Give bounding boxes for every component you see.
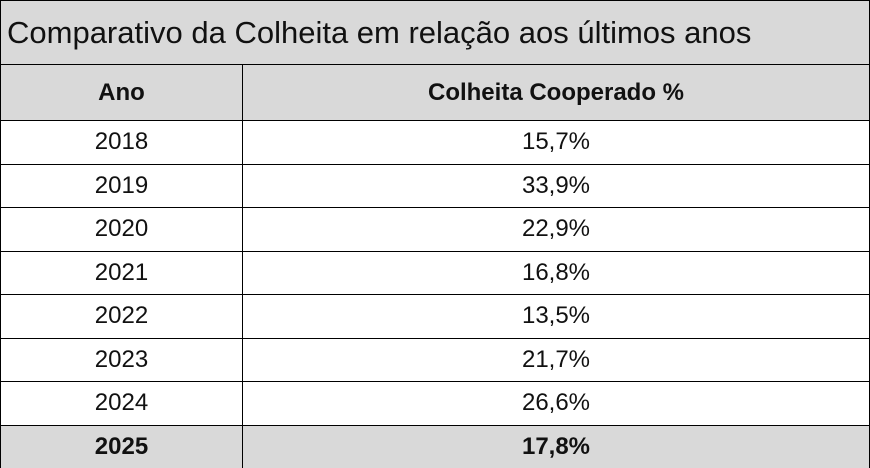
- table-body: 2018 15,7% 2019 33,9% 2020 22,9% 2021 16,8% 2022…: [1, 120, 869, 468]
- table-row: 2024 26,6%: [1, 381, 869, 426]
- percent-cell: 13,5%: [242, 294, 869, 339]
- year-cell: 2024: [1, 381, 243, 426]
- table-title: Comparativo da Colheita em relação aos ú…: [1, 1, 869, 65]
- year-cell: 2021: [1, 250, 243, 295]
- table-row: 2022 13,5%: [1, 294, 869, 339]
- table-row: 2025 17,8%: [1, 424, 869, 468]
- table-row: 2019 33,9%: [1, 163, 869, 208]
- year-cell: 2020: [1, 207, 243, 252]
- percent-cell: 17,8%: [242, 424, 869, 468]
- year-cell: 2019: [1, 163, 243, 208]
- table-row: 2020 22,9%: [1, 207, 869, 252]
- percent-cell: 26,6%: [242, 381, 869, 426]
- column-header: Ano: [1, 65, 243, 121]
- table-row: 2021 16,8%: [1, 250, 869, 295]
- year-cell: 2023: [1, 337, 243, 382]
- header-row: Ano Colheita Cooperado %: [1, 65, 869, 121]
- year-cell: 2018: [1, 120, 243, 165]
- table-row: 2018 15,7%: [1, 120, 869, 165]
- percent-cell: 16,8%: [242, 250, 869, 295]
- table-header: Ano Colheita Cooperado %: [1, 65, 869, 121]
- column-header: Colheita Cooperado %: [242, 65, 869, 121]
- data-table: Ano Colheita Cooperado % 2018 15,7% 2019 33,…: [1, 65, 869, 468]
- percent-cell: 33,9%: [242, 163, 869, 208]
- year-cell: 2022: [1, 294, 243, 339]
- percent-cell: 21,7%: [242, 337, 869, 382]
- year-cell: 2025: [1, 424, 243, 468]
- percent-cell: 22,9%: [242, 207, 869, 252]
- table-row: 2023 21,7%: [1, 337, 869, 382]
- percent-cell: 15,7%: [242, 120, 869, 165]
